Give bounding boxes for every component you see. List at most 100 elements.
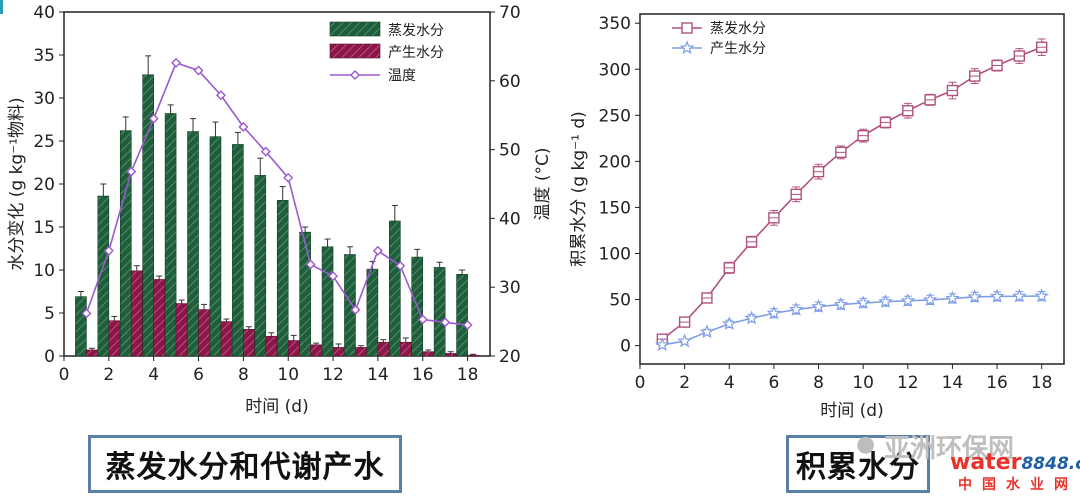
temperature-point xyxy=(193,65,204,76)
bar-produced-water xyxy=(198,309,210,357)
x-tick-label: 0 xyxy=(59,365,70,385)
temperature-point xyxy=(260,146,271,157)
bar-evaporated-water xyxy=(164,113,177,357)
y-tick-label: 15 xyxy=(33,218,55,238)
legend-label-evaporated: 蒸发水分 xyxy=(710,21,766,37)
point-star xyxy=(922,292,938,307)
y-tick-label: 350 xyxy=(599,14,631,34)
legend-label-evaporated: 蒸发水分 xyxy=(388,23,444,39)
legend-label-produced: 产生水分 xyxy=(710,41,766,57)
x-tick-label: 8 xyxy=(813,373,824,393)
bar-produced-water xyxy=(130,270,143,357)
legend-swatch-produced xyxy=(329,43,381,59)
temperature-point xyxy=(395,260,406,271)
legend-marker-evaporated xyxy=(681,22,693,34)
y-tick-label: 0 xyxy=(620,337,631,357)
bar-produced-water xyxy=(220,321,233,357)
temperature-point xyxy=(283,172,294,183)
x-axis-label: 时间 (d) xyxy=(245,397,308,417)
x-tick-label: 12 xyxy=(897,373,919,393)
temperature-point xyxy=(350,304,361,315)
caption-right: 积累水分 xyxy=(786,435,930,493)
bar-produced-water xyxy=(265,335,278,357)
bar-produced-water xyxy=(175,303,188,357)
x-tick-label: 2 xyxy=(679,373,690,393)
legend-swatch-evaporated xyxy=(329,21,381,37)
legend-label-temperature: 温度 xyxy=(388,68,416,84)
point-star xyxy=(900,293,916,307)
temperature-point xyxy=(103,245,114,256)
watermark-site: water8848.com xyxy=(950,450,1080,475)
bar-evaporated-water xyxy=(232,144,244,357)
bar-produced-water xyxy=(444,353,457,357)
point-star xyxy=(655,337,670,352)
temperature-point xyxy=(126,166,137,177)
watermark-site-cn: 中国水业网 xyxy=(958,477,1078,493)
bar-produced-water xyxy=(377,341,390,357)
bar-evaporated-water xyxy=(75,296,87,357)
y-tick-label: 200 xyxy=(599,152,631,172)
x-tick-label: 8 xyxy=(238,365,249,385)
caption-left: 蒸发水分和代谢产水 xyxy=(88,435,402,493)
bar-produced-water xyxy=(243,329,255,357)
point-star xyxy=(699,324,715,339)
legend-marker-produced xyxy=(679,40,695,55)
bar-evaporated-water xyxy=(389,220,401,357)
temperature-point xyxy=(171,57,182,68)
x-tick-label: 16 xyxy=(412,365,434,385)
temperature-point xyxy=(417,314,428,325)
x-tick-label: 4 xyxy=(724,373,735,393)
temperature-point xyxy=(215,90,226,101)
point-star xyxy=(1034,288,1049,303)
temperature-line xyxy=(85,61,468,326)
y-tick-label: 35 xyxy=(33,46,55,66)
x-tick-label: 0 xyxy=(635,373,646,393)
x-tick-label: 10 xyxy=(277,365,299,385)
y-tick-label: 250 xyxy=(599,106,631,126)
point-star xyxy=(744,310,759,325)
point-star xyxy=(766,305,782,320)
bar-evaporated-water xyxy=(366,268,379,357)
x-tick-label: 18 xyxy=(457,365,479,385)
x-tick-label: 6 xyxy=(193,365,204,385)
y-tick-label: 100 xyxy=(599,244,631,264)
x-tick-label: 14 xyxy=(942,373,964,393)
temperature-point xyxy=(238,121,249,132)
bar-produced-water xyxy=(153,279,165,357)
bar-evaporated-water xyxy=(254,175,267,357)
y-axis-label: 积累水分 (g kg⁻¹ d) xyxy=(569,111,589,266)
y-tick-label: 300 xyxy=(599,60,631,80)
chart-left: 0 2 4 6 8 10 12 14 16 18 0 5 10 15 20 25 30 35 40 20 30 40 50 6… xyxy=(7,3,553,417)
point-star xyxy=(788,301,804,316)
temperature-point xyxy=(81,308,92,319)
plot-frame-right xyxy=(639,13,1065,365)
temperature-point xyxy=(305,259,316,270)
bar-evaporated-water xyxy=(119,130,132,357)
bar-produced-water xyxy=(332,347,345,357)
wechat-icon: ● xyxy=(856,432,876,457)
watermark-8848: 8848 xyxy=(1021,454,1069,474)
point-star xyxy=(945,290,960,305)
x-tick-label: 10 xyxy=(852,373,874,393)
y-tick-label: 40 xyxy=(33,3,55,23)
y-tick-label: 5 xyxy=(44,304,55,324)
point-star xyxy=(855,295,871,310)
y-tick-label: 0 xyxy=(44,347,55,367)
bar-produced-water xyxy=(86,349,98,357)
point-star xyxy=(1012,288,1027,303)
bar-produced-water xyxy=(422,351,435,357)
legend-marker-temperature xyxy=(350,70,360,80)
bar-produced-water xyxy=(467,354,479,357)
x-tick-label: 4 xyxy=(148,365,159,385)
x-axis-label: 时间 (d) xyxy=(820,401,883,421)
temperature-point xyxy=(372,245,383,256)
bar-produced-water xyxy=(400,341,412,357)
bar-produced-water xyxy=(108,320,121,357)
temperature-point xyxy=(328,271,339,282)
cumulative-evaporated-line xyxy=(661,46,1042,340)
y2-tick-label: 50 xyxy=(499,141,521,161)
y2-tick-label: 60 xyxy=(499,72,521,92)
x-tick-label: 14 xyxy=(367,365,389,385)
point-star xyxy=(878,294,893,308)
